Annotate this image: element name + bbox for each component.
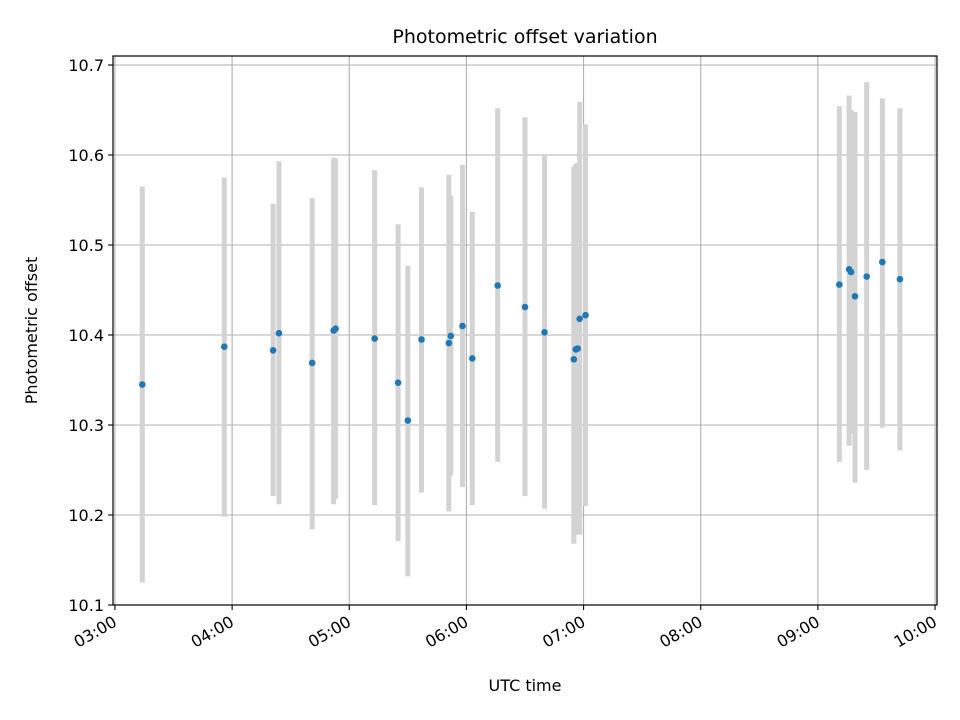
data-point bbox=[576, 315, 583, 323]
data-point bbox=[275, 329, 283, 337]
data-point bbox=[445, 339, 453, 347]
data-point bbox=[418, 336, 425, 343]
data-point bbox=[394, 379, 402, 387]
data-point bbox=[447, 332, 455, 340]
data-point bbox=[896, 275, 904, 283]
chart-title: Photometric offset variation bbox=[392, 26, 657, 48]
plot-frame bbox=[112, 55, 938, 606]
data-point bbox=[879, 258, 886, 266]
data-point bbox=[521, 303, 529, 311]
data-point bbox=[570, 356, 578, 363]
data-point bbox=[494, 282, 501, 289]
data-point bbox=[851, 293, 859, 300]
data-point bbox=[332, 325, 339, 333]
data-point bbox=[468, 355, 476, 362]
data-point bbox=[574, 345, 582, 352]
data-point bbox=[541, 329, 548, 336]
y-tick-label: 10.3 bbox=[68, 416, 104, 435]
y-tick-label: 10.4 bbox=[68, 326, 104, 345]
data-point bbox=[836, 281, 843, 288]
data-point bbox=[308, 359, 316, 367]
data-point bbox=[138, 381, 146, 388]
data-point bbox=[847, 268, 855, 276]
y-tick-label: 10.5 bbox=[68, 236, 104, 255]
data-point bbox=[371, 335, 378, 342]
y-tick-label: 10.1 bbox=[68, 596, 104, 615]
data-points bbox=[138, 258, 904, 424]
data-point bbox=[269, 347, 277, 354]
data-point bbox=[582, 311, 589, 319]
y-axis-label: Photometric offset bbox=[22, 257, 41, 405]
y-tick-label: 10.7 bbox=[68, 56, 104, 75]
y-axis-ticks: 10.1 10.2 10.3 10.4 10.5 10.6 10.7 bbox=[68, 56, 113, 615]
x-axis-label: UTC time bbox=[489, 676, 562, 695]
y-tick-label: 10.6 bbox=[68, 146, 104, 165]
data-point bbox=[220, 343, 228, 351]
y-tick-label: 10.2 bbox=[68, 506, 104, 525]
data-point bbox=[863, 273, 871, 280]
data-point bbox=[459, 322, 466, 330]
data-point bbox=[404, 417, 412, 424]
